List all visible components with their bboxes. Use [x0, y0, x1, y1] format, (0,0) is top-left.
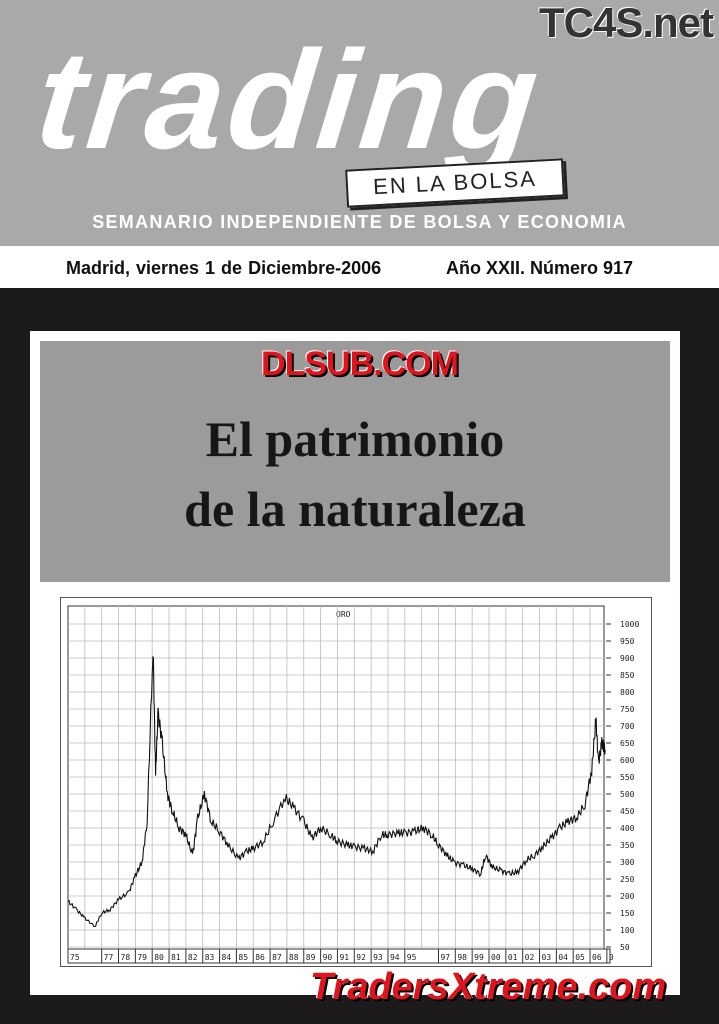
- watermark-bottom: TradersXtreme.com: [310, 966, 667, 1008]
- x-tick-label: 81: [171, 953, 181, 962]
- y-tick-label: 950: [620, 637, 635, 646]
- chart-svg: ORO 100095090085080075070065060055050045…: [67, 605, 639, 964]
- y-tick-label: 50: [620, 943, 630, 952]
- x-tick-label: 84: [222, 953, 232, 962]
- y-tick-label: 500: [620, 790, 635, 799]
- x-tick-label: 88: [289, 953, 299, 962]
- watermark-top: TC4S.net: [538, 0, 714, 46]
- y-tick-label: 900: [620, 654, 635, 663]
- x-tick-label: 94: [390, 953, 400, 962]
- x-tick-label: 00: [491, 953, 501, 962]
- x-tick-label: 06: [592, 953, 602, 962]
- x-tick-label: 0: [609, 953, 614, 962]
- x-tick-label: 80: [154, 953, 164, 962]
- y-tick-label: 200: [620, 892, 635, 901]
- x-tick-label: 83: [205, 953, 215, 962]
- x-tick-label: 92: [356, 953, 366, 962]
- chart-title: ORO: [336, 610, 351, 619]
- magazine-logo: trading: [29, 21, 549, 178]
- x-tick-label: 77: [104, 953, 114, 962]
- date-band: [0, 246, 719, 288]
- x-tick-label: 87: [272, 953, 282, 962]
- x-tick-label: 95: [407, 953, 417, 962]
- x-tick-label: 99: [474, 953, 484, 962]
- y-tick-label: 700: [620, 722, 635, 731]
- y-tick-label: 350: [620, 841, 635, 850]
- y-tick-label: 100: [620, 926, 635, 935]
- x-tick-label: 04: [558, 953, 568, 962]
- x-tick-label: 90: [323, 953, 333, 962]
- x-tick-label: 86: [255, 953, 265, 962]
- headline-box: El patrimonio de la naturaleza: [40, 341, 670, 582]
- x-tick-label: 97: [440, 953, 450, 962]
- x-tick-label: 98: [457, 953, 467, 962]
- issue-date: Madrid, viernes 1 de Diciembre-2006: [66, 258, 382, 278]
- gold-chart: ORO 1000 950 900 850 800 750 700 650 600 550 500 45…: [60, 597, 652, 967]
- x-tick-label: 79: [137, 953, 147, 962]
- x-tick-label: 75: [70, 953, 80, 962]
- x-tick-label: 02: [525, 953, 535, 962]
- y-tick-label: 300: [620, 858, 635, 867]
- headline-line-1: El patrimonio: [205, 411, 505, 467]
- watermark-middle: DLSUB.COM: [261, 345, 459, 383]
- y-tick-label: 400: [620, 824, 635, 833]
- x-tick-label: 93: [373, 953, 383, 962]
- y-tick-label: 800: [620, 688, 635, 697]
- y-tick-label: 1000: [620, 620, 639, 629]
- y-tick-label: 550: [620, 773, 635, 782]
- x-tick-label: 01: [508, 953, 518, 962]
- x-tick-label: 89: [306, 953, 316, 962]
- x-tick-label: 91: [339, 953, 349, 962]
- x-tick-label: 82: [188, 953, 198, 962]
- y-tick-label: 250: [620, 875, 635, 884]
- y-tick-label: 850: [620, 671, 635, 680]
- y-tick-label: 750: [620, 705, 635, 714]
- headline-line-2: de la naturaleza: [184, 481, 526, 537]
- issue-number: Año XXII. Número 917: [446, 258, 634, 278]
- x-tick-label: 78: [121, 953, 131, 962]
- x-tick-label: 03: [542, 953, 552, 962]
- masthead-subtitle: SEMANARIO INDEPENDIENTE DE BOLSA Y ECONO…: [92, 212, 627, 232]
- y-tick-label: 450: [620, 807, 635, 816]
- y-tick-label: 150: [620, 909, 635, 918]
- y-tick-label: 600: [620, 756, 635, 765]
- y-tick-label: 650: [620, 739, 635, 748]
- x-tick-label: 85: [238, 953, 248, 962]
- x-tick-label: 05: [575, 953, 585, 962]
- gold-price-line: [67, 655, 606, 928]
